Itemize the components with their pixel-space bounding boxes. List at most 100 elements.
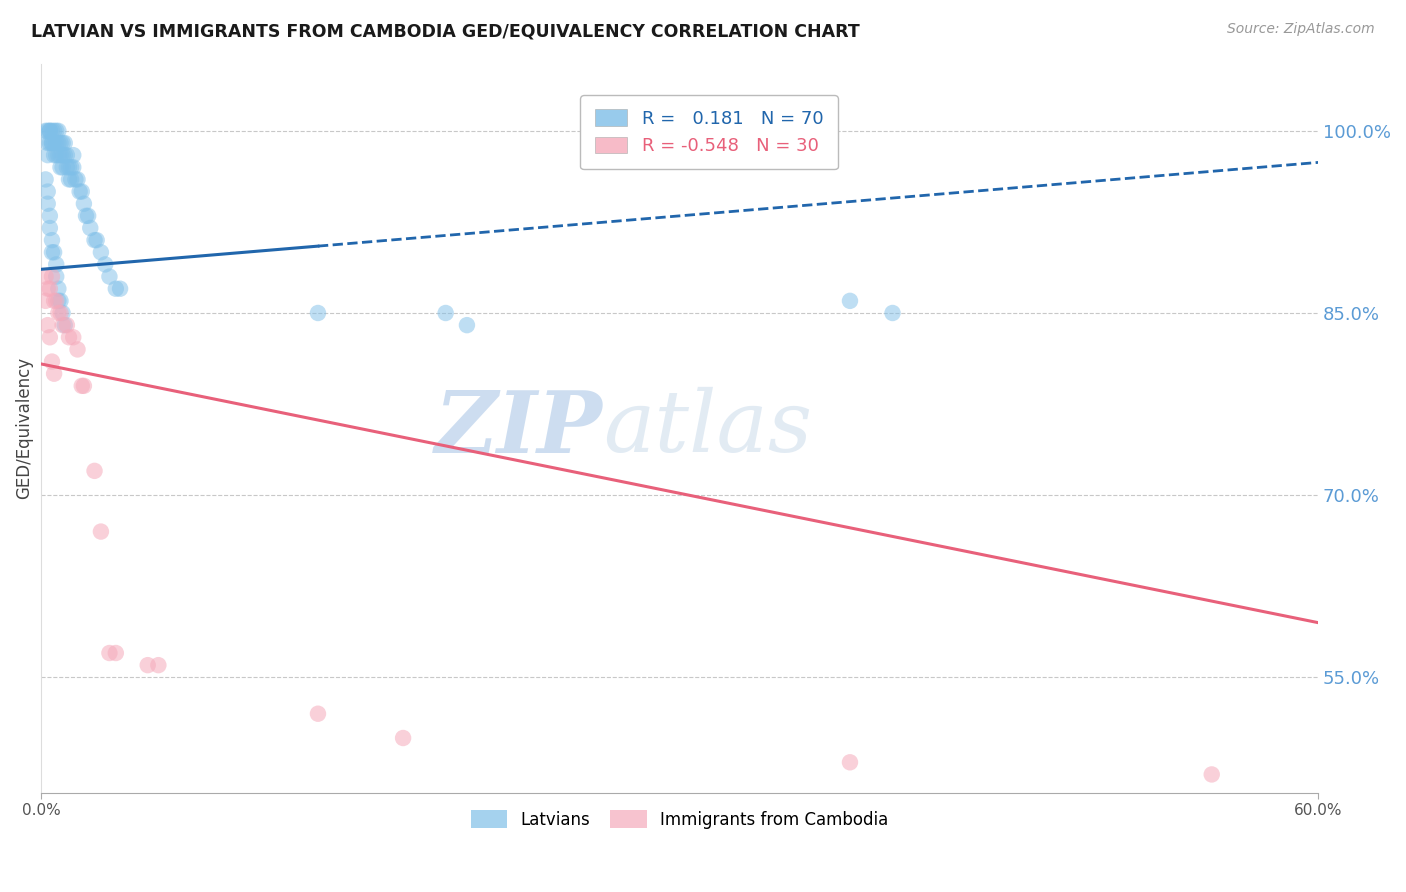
Point: [839, 293, 862, 308]
Point: [41, 354, 63, 368]
Point: [45, 269, 67, 284]
Point: [38, 209, 60, 223]
Point: [58, 330, 80, 344]
Point: [41, 136, 63, 150]
Point: [83, 233, 105, 247]
Point: [37, 318, 59, 333]
Point: [37, 124, 59, 138]
Point: [70, 185, 93, 199]
Text: atlas: atlas: [603, 387, 813, 470]
Legend: Latvians, Immigrants from Cambodia: Latvians, Immigrants from Cambodia: [464, 804, 896, 835]
Point: [34, 172, 56, 186]
Point: [56, 318, 79, 333]
Point: [52, 161, 75, 175]
Point: [48, 293, 70, 308]
Point: [69, 185, 91, 199]
Point: [48, 306, 70, 320]
Point: [49, 148, 72, 162]
Point: [42, 293, 65, 308]
Point: [38, 136, 60, 150]
Point: [53, 148, 76, 162]
Point: [1201, 767, 1223, 781]
Point: [104, 282, 127, 296]
Point: [839, 756, 862, 770]
Point: [90, 524, 112, 539]
Point: [42, 148, 65, 162]
Point: [66, 343, 89, 357]
Point: [37, 185, 59, 199]
Point: [434, 306, 457, 320]
Point: [41, 245, 63, 260]
Point: [56, 148, 79, 162]
Point: [307, 306, 329, 320]
Point: [75, 209, 97, 223]
Point: [86, 233, 108, 247]
Point: [48, 282, 70, 296]
Point: [42, 124, 65, 138]
Text: ZIP: ZIP: [436, 386, 603, 470]
Point: [34, 269, 56, 284]
Point: [73, 196, 96, 211]
Point: [37, 196, 59, 211]
Point: [62, 161, 84, 175]
Point: [307, 706, 329, 721]
Point: [45, 136, 67, 150]
Point: [48, 136, 70, 150]
Point: [42, 367, 65, 381]
Point: [49, 306, 72, 320]
Point: [58, 172, 80, 186]
Point: [60, 161, 83, 175]
Point: [108, 282, 131, 296]
Point: [53, 318, 76, 333]
Text: LATVIAN VS IMMIGRANTS FROM CAMBODIA GED/EQUIVALENCY CORRELATION CHART: LATVIAN VS IMMIGRANTS FROM CAMBODIA GED/…: [31, 22, 859, 40]
Point: [52, 318, 75, 333]
Point: [66, 172, 89, 186]
Text: Source: ZipAtlas.com: Source: ZipAtlas.com: [1227, 22, 1375, 37]
Point: [98, 646, 121, 660]
Point: [38, 221, 60, 235]
Point: [83, 464, 105, 478]
Point: [148, 658, 170, 673]
Point: [73, 379, 96, 393]
Point: [52, 136, 75, 150]
Point: [49, 293, 72, 308]
Point: [42, 136, 65, 150]
Point: [58, 161, 80, 175]
Point: [65, 172, 87, 186]
Point: [49, 136, 72, 150]
Point: [37, 136, 59, 150]
Point: [49, 161, 72, 175]
Point: [34, 124, 56, 138]
Point: [136, 658, 159, 673]
Point: [38, 330, 60, 344]
Y-axis label: GED/Equivalency: GED/Equivalency: [15, 358, 32, 500]
Point: [104, 646, 127, 660]
Point: [62, 148, 84, 162]
Point: [37, 282, 59, 296]
Point: [56, 161, 79, 175]
Point: [48, 148, 70, 162]
Point: [90, 245, 112, 260]
Point: [45, 293, 67, 308]
Point: [48, 124, 70, 138]
Point: [41, 269, 63, 284]
Point: [42, 245, 65, 260]
Point: [41, 124, 63, 138]
Point: [62, 330, 84, 344]
Point: [38, 124, 60, 138]
Point: [392, 731, 415, 745]
Point: [45, 257, 67, 271]
Point: [60, 172, 83, 186]
Point: [456, 318, 478, 333]
Point: [52, 306, 75, 320]
Point: [52, 148, 75, 162]
Point: [41, 233, 63, 247]
Point: [45, 124, 67, 138]
Point: [45, 148, 67, 162]
Point: [41, 136, 63, 150]
Point: [70, 379, 93, 393]
Point: [38, 282, 60, 296]
Point: [882, 306, 904, 320]
Point: [79, 221, 101, 235]
Point: [98, 269, 121, 284]
